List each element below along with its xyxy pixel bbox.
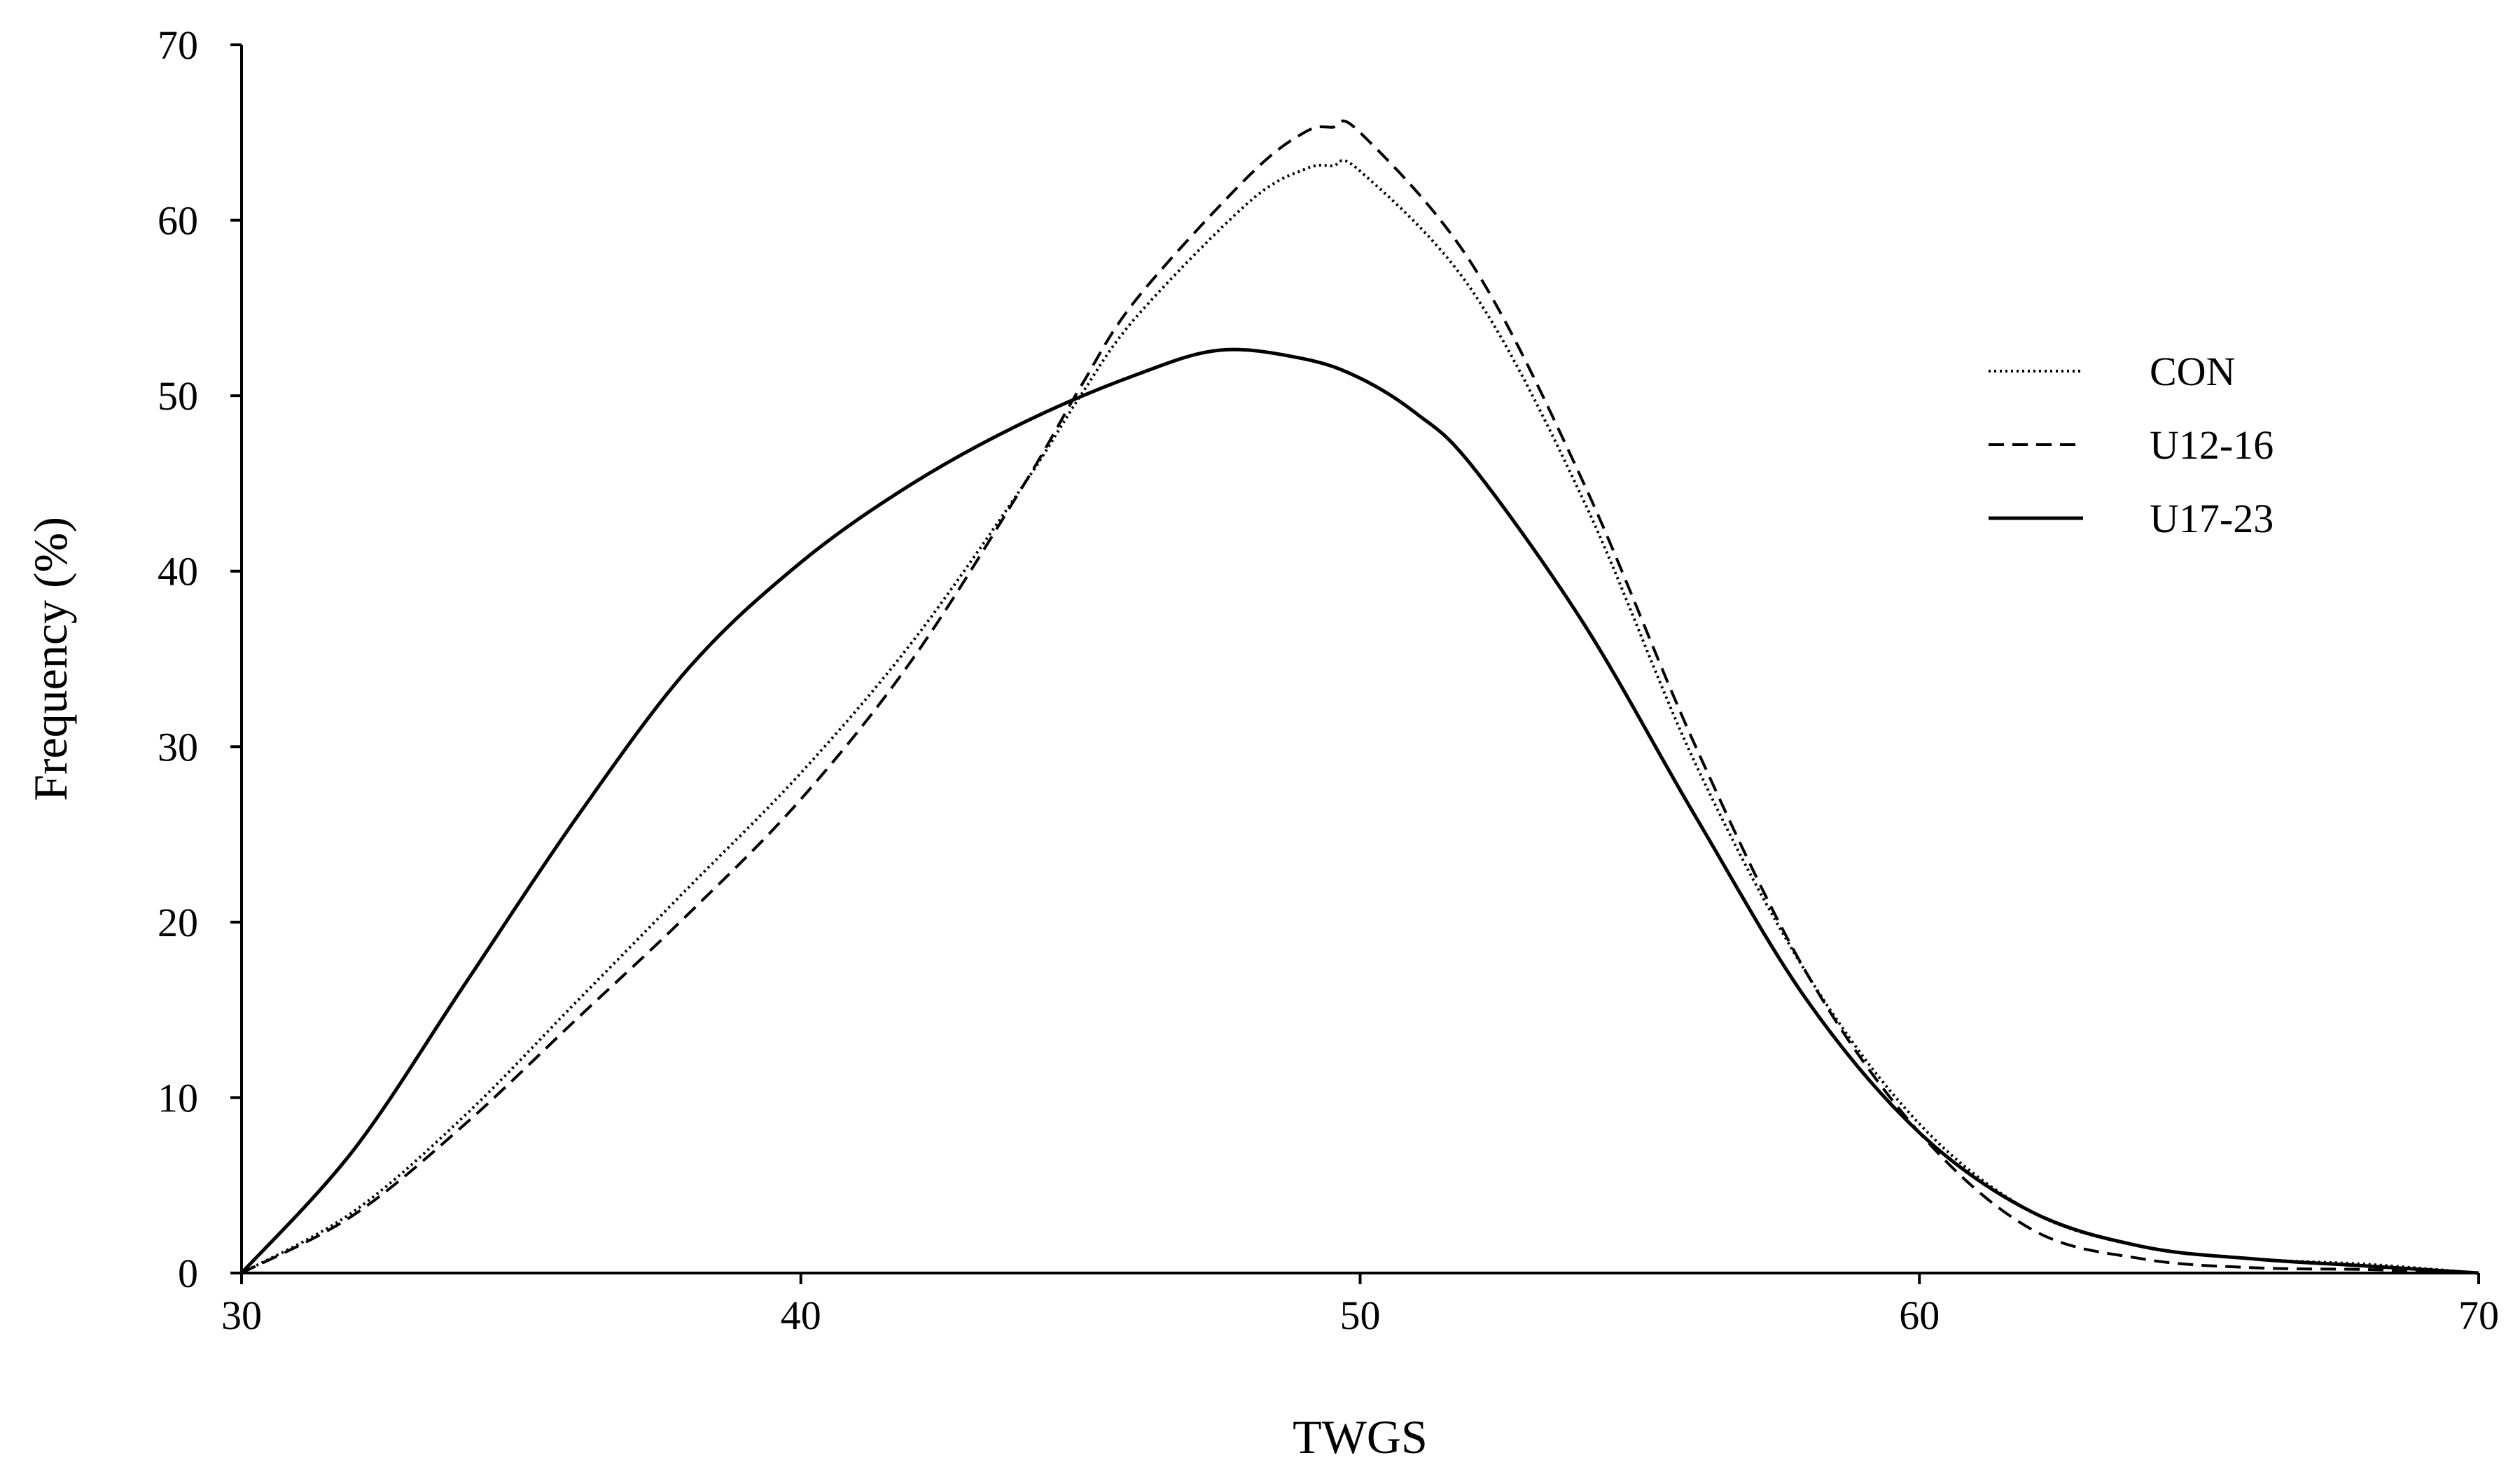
y-tick-label: 50 [158,373,198,419]
y-tick-label: 70 [158,22,198,68]
x-tick-label: 40 [781,1293,821,1338]
legend: CON U12-16 U17-23 [1989,349,2274,541]
x-tick-label: 30 [221,1293,262,1338]
x-tick-label: 70 [2458,1293,2499,1338]
series-line-con [241,159,2479,1274]
axes [240,45,2479,1274]
x-ticks: 30 40 50 60 70 [221,1273,2499,1338]
x-axis-title: TWGS [1293,1410,1428,1463]
series-line-u17-23 [240,347,2479,1275]
y-ticks: 0 10 20 30 40 50 60 70 [158,22,242,1296]
y-tick-label: 30 [158,724,198,770]
y-tick-label: 10 [158,1075,198,1120]
legend-label-u17-23: U17-23 [2150,496,2274,541]
legend-label-u12-16: U12-16 [2150,422,2274,468]
y-tick-label: 20 [158,900,198,945]
y-tick-label: 0 [178,1251,198,1296]
y-tick-label: 60 [158,198,198,244]
y-tick-label: 40 [158,549,198,595]
x-tick-label: 60 [1899,1293,1940,1338]
series-line-u12-16 [241,119,2479,1274]
series-group [240,119,2479,1275]
legend-label-con: CON [2150,349,2235,394]
x-tick-label: 50 [1340,1293,1381,1338]
y-axis-title: Frequency (%) [24,517,77,801]
